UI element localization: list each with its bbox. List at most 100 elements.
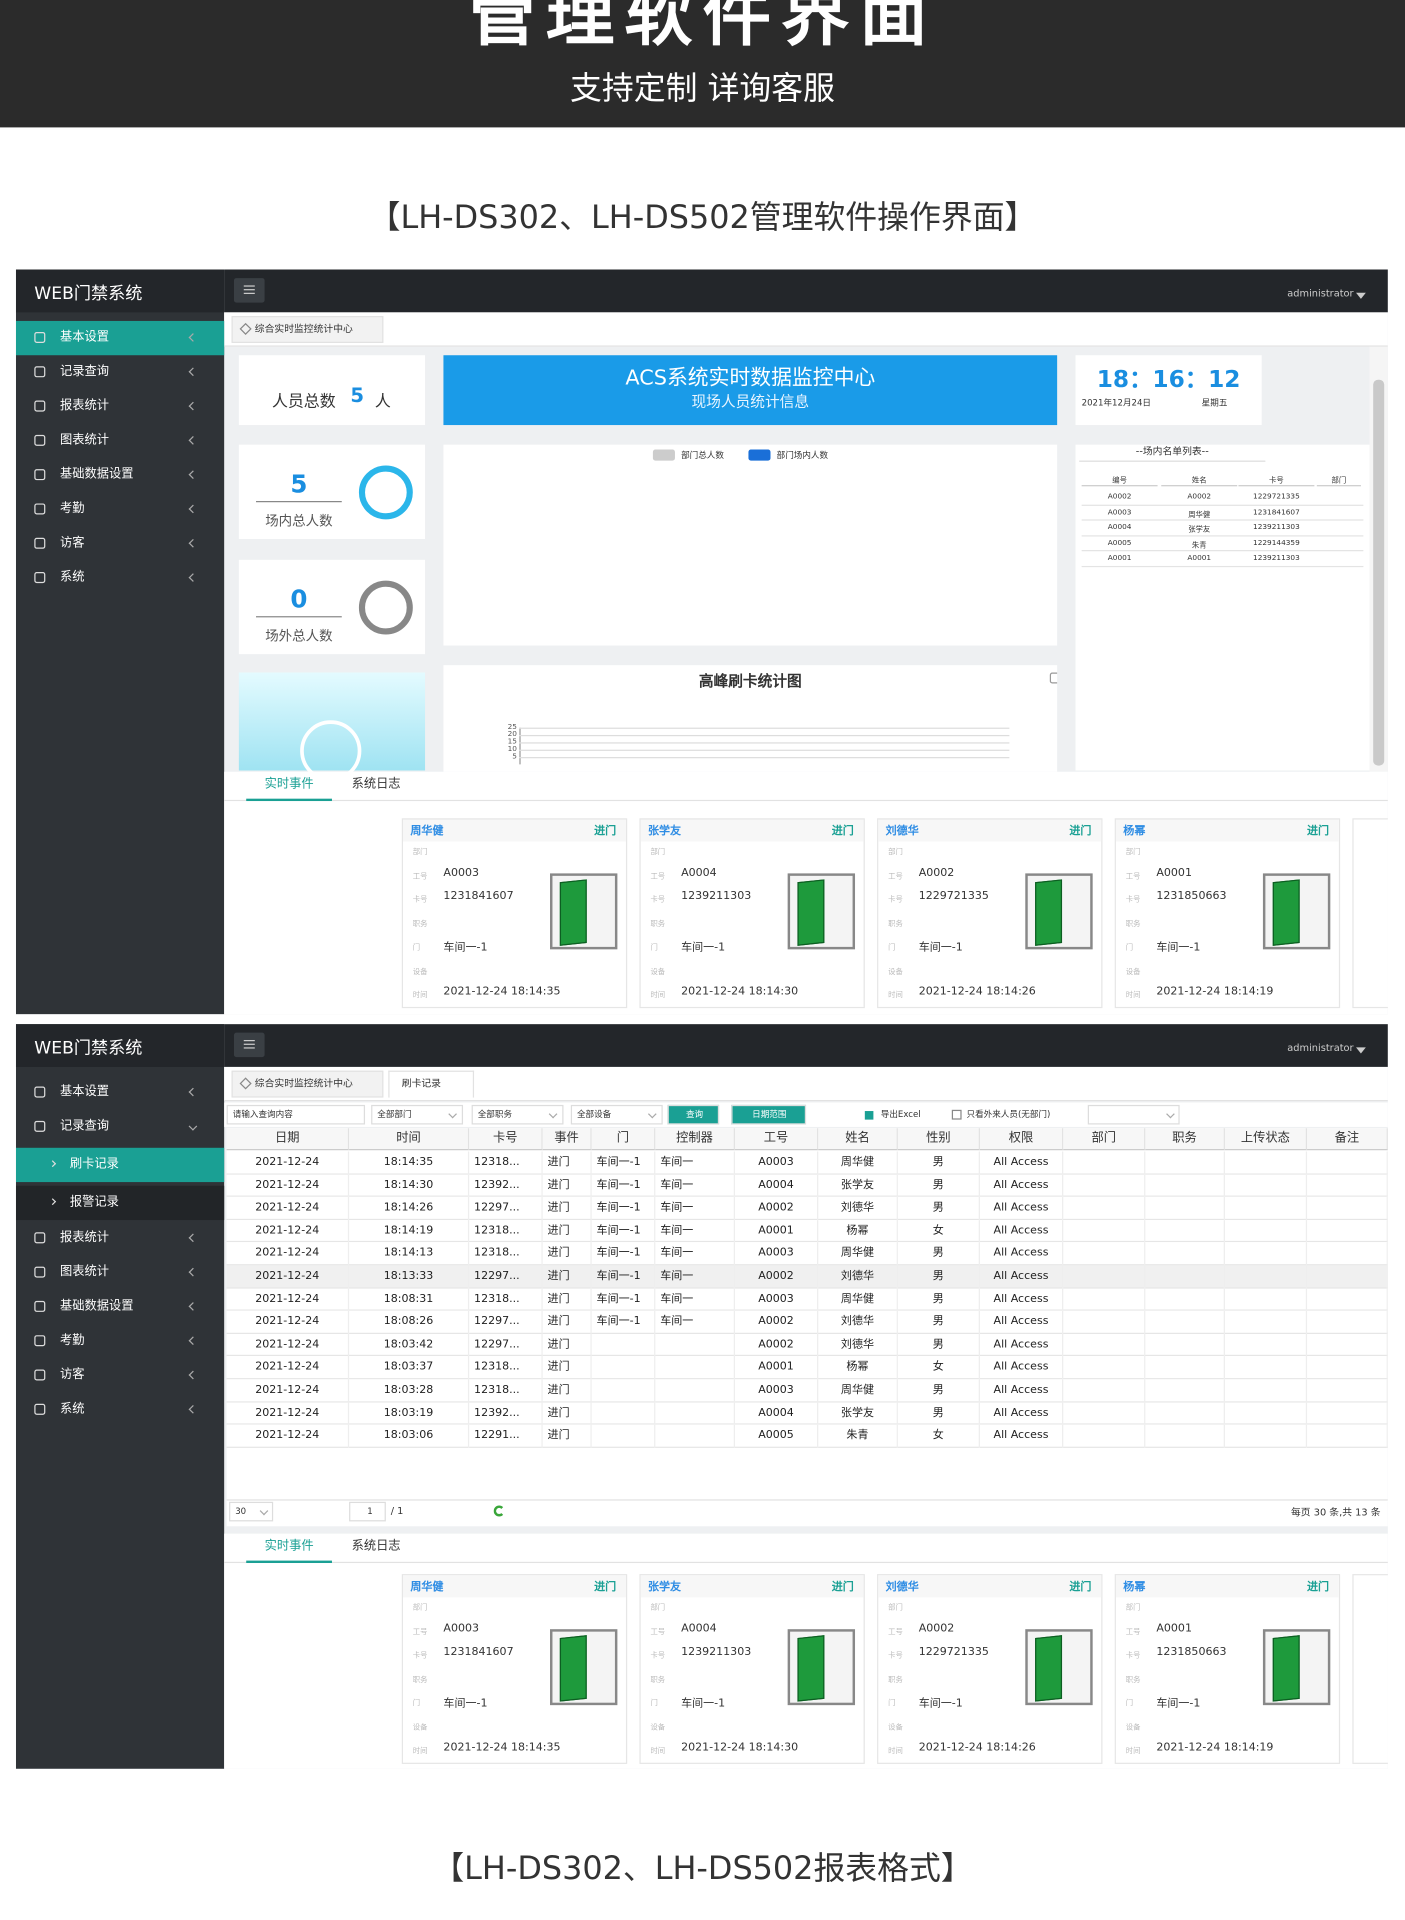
table-cell: 周华健 [818,1151,898,1175]
card-event: 进门 [594,825,617,838]
menu-icon [34,434,46,446]
menu-item[interactable]: 报表统计 [16,1221,224,1255]
menu-toggle[interactable] [233,1032,265,1058]
menu-label: 记录查询 [60,1119,110,1134]
menu-item[interactable]: 图表统计 [16,424,224,458]
table-cell [1063,1379,1146,1403]
table-cell [1307,1333,1388,1357]
menu-label: 报表统计 [60,1231,110,1245]
menu-item[interactable]: 记录查询 [16,1110,224,1144]
tab[interactable]: 综合实时监控统计中心 [231,316,384,343]
table-cell: 进门 [543,1333,592,1357]
list-cell: 1239211303 [1253,523,1300,532]
card-label: 工号 [650,871,666,881]
menu-item[interactable]: 基础数据设置 [16,1290,224,1324]
menu-item[interactable]: 报表统计 [16,390,224,424]
card-label: 工号 [412,1627,428,1636]
date-range-button[interactable]: 日期范围 [731,1104,807,1125]
card-value: 2021-12-24 18:14:26 [918,1741,1036,1755]
menu-arrow [188,504,198,514]
door-leaf [797,1635,825,1702]
table-cell: A0002 [735,1333,819,1357]
menu-item[interactable]: 图表统计 [16,1256,224,1290]
menu-item[interactable]: 基本设置 [16,1076,224,1110]
door-icon [1262,873,1331,950]
total-unit: 人 [374,393,391,412]
menu-item[interactable]: 基础数据设置 [16,458,224,492]
card-value: 车间一-1 [1156,1697,1201,1711]
query-button[interactable]: 查询 [667,1104,720,1125]
table-cell [1225,1402,1308,1425]
filter-select[interactable]: 全部部门 [371,1104,464,1125]
door-icon [550,873,618,950]
table-cell: 男 [898,1333,980,1357]
page-count: / 1 [390,1505,404,1517]
table-cell: 男 [898,1151,980,1175]
card-label: 职务 [888,1675,903,1684]
menu-arrow [188,1233,198,1243]
menu-item[interactable]: 刷卡记录 [15,1147,225,1183]
bottom-tab-active: 实时事件 [246,772,332,802]
card-label: 部门 [1125,1603,1141,1613]
menu-item[interactable]: 访客 [16,1358,224,1392]
list-row [1081,490,1364,506]
table-cell: 12297... [469,1197,543,1220]
checkbox[interactable] [951,1109,962,1120]
user-menu[interactable]: administrator [1287,1042,1354,1054]
menu-item[interactable]: 考勤 [16,1324,224,1358]
table-cell [1063,1242,1146,1266]
menu-item[interactable]: 访客 [16,527,224,561]
menu-arrow [188,538,198,548]
menu-item[interactable]: 考勤 [16,492,224,526]
page-input[interactable]: 1 [349,1501,386,1522]
menu-arrow [188,470,198,480]
filter-select[interactable] [1087,1104,1180,1125]
menu-label: 系统 [60,1402,85,1417]
search-input[interactable]: 请输入查询内容 [226,1104,366,1125]
legend-label: 部门场内人数 [776,450,829,461]
card-label: 卡号 [412,1651,428,1660]
menu-label: 图表统计 [60,433,110,448]
filter-select[interactable]: 全部职务 [471,1104,564,1125]
card-value: 车间一-1 [918,1697,963,1711]
card-label: 工号 [650,1627,666,1636]
tab[interactable]: 综合实时监控统计中心 [231,1070,384,1098]
top-bar [224,1024,1388,1067]
table-cell: 男 [898,1265,980,1289]
page-size-select[interactable]: 30 [229,1501,274,1522]
card-value: A0003 [443,866,480,879]
menu-arrow [188,1267,198,1277]
door-leaf [1035,879,1063,946]
legend-label: 部门总人数 [681,450,724,461]
menu-toggle[interactable] [233,278,265,303]
door-icon [1025,1629,1093,1706]
table-cell: 车间一-1 [592,1197,656,1220]
tab[interactable]: 刷卡记录 [388,1070,475,1098]
list-cell: 朱青 [1191,541,1207,550]
table-row [226,1288,1388,1311]
table-cell: 车间一 [655,1265,735,1289]
count-label: 场内总人数 [265,513,333,530]
menu-item[interactable]: 记录查询 [16,355,224,389]
menu-item[interactable]: 报警记录 [15,1185,225,1221]
table-cell: All Access [980,1333,1064,1357]
filter-select[interactable]: 全部设备 [570,1104,663,1125]
table-cell: 进门 [543,1197,592,1220]
app-screen: WEB门禁系统 administrator 综合实时监控统计中心 基本设置 记录查询 报表… [15,269,1388,1015]
clock: 18：16：12 [1096,366,1241,394]
user-menu[interactable]: administrator [1287,287,1354,299]
count-ring [358,580,413,635]
card-value: 车间一-1 [918,941,963,955]
menu-item[interactable]: 系统 [16,1393,224,1427]
table-cell: 18:03:37 [349,1356,470,1380]
menu-arrow [188,401,198,411]
table-cell [1225,1197,1308,1220]
table-cell: 18:03:42 [349,1333,470,1357]
menu-item[interactable]: 系统 [16,561,224,595]
table-cell: 车间一 [655,1174,735,1198]
event-card: 张学友 进门 部门 工号 A0004 卡号 1239211303 职务门 车间一-1 设备 时间 20… [639,818,865,1009]
menu-item[interactable]: 基本设置 [15,320,225,356]
grid-line [519,749,1010,751]
table-cell: 进门 [543,1402,592,1425]
card-label: 门 [888,943,896,952]
